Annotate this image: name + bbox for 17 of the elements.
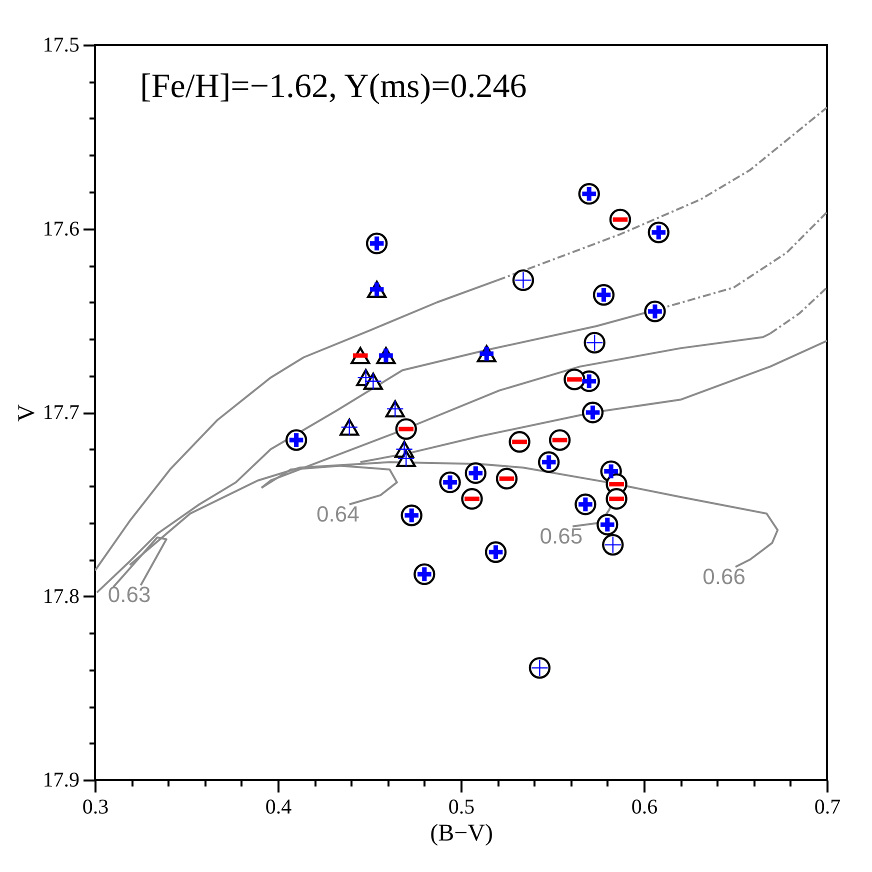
y-tick-label: 17.7 <box>42 400 80 424</box>
y-tick-label: 17.5 <box>42 32 80 56</box>
series-label: 0.66 <box>702 564 746 589</box>
text: [Fe/H]=−1.62, Y(ms)=0.246 <box>140 68 527 105</box>
y-axis-title: V <box>14 404 40 422</box>
series-label: 0.65 <box>540 523 583 548</box>
series-label: 0.64 <box>316 501 360 526</box>
x-tick-label: 0.5 <box>448 794 475 818</box>
y-tick-label: 17.9 <box>42 768 80 792</box>
x-tick-label: 0.4 <box>265 794 292 818</box>
series-label: 0.63 <box>108 582 151 608</box>
x-tick-label: 0.7 <box>814 794 841 818</box>
x-tick-label: 0.6 <box>631 794 658 818</box>
y-tick-label: 17.6 <box>42 216 80 240</box>
x-axis-title: (B−V) <box>430 820 493 846</box>
y-tick-label: 17.8 <box>42 584 80 608</box>
x-tick-label: 0.3 <box>82 794 109 818</box>
